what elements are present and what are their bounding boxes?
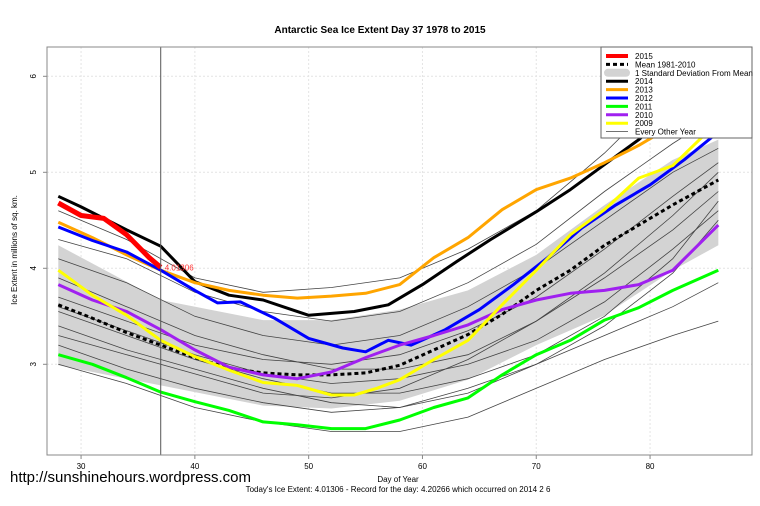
- x-tick-label: 60: [418, 462, 427, 471]
- x-tick-label: 50: [304, 462, 313, 471]
- x-tick-label: 40: [190, 462, 199, 471]
- x-tick-label: 70: [532, 462, 541, 471]
- other-year-line: [58, 282, 719, 413]
- other-year-line: [58, 320, 719, 432]
- sd-band: [58, 139, 719, 409]
- legend-label: 2011: [635, 102, 653, 111]
- other-year-line: [58, 114, 719, 322]
- chart-subtitle: Today's Ice Extent: 4.01306 - Record for…: [246, 485, 551, 494]
- other-year-line: [58, 172, 719, 370]
- series-lines: [57, 74, 720, 431]
- y-axis: 3 4 5 6: [29, 74, 47, 367]
- plot-frame: [46, 46, 753, 456]
- other-year-line: [58, 147, 719, 346]
- legend-label: 2010: [635, 111, 653, 120]
- series-line-2012: [57, 130, 720, 354]
- legend-swatch: [604, 68, 630, 77]
- legend-label: 2009: [635, 119, 653, 128]
- x-axis-label: Day of Year: [377, 475, 419, 484]
- y-tick-label: 6: [29, 74, 38, 79]
- legend-label: 2014: [635, 77, 653, 86]
- sd-band-area: [58, 139, 719, 409]
- watermark-url: http://sunshinehours.wordpress.com: [10, 469, 251, 486]
- legend-label: Every Other Year: [635, 128, 696, 137]
- legend-label: 2012: [635, 94, 653, 103]
- other-year-line: [58, 191, 719, 399]
- legend-label: Mean 1981-2010: [635, 60, 696, 69]
- current-value-label: 4.01306: [165, 263, 194, 272]
- series-line-2009: [57, 120, 720, 397]
- x-tick-label: 80: [646, 462, 655, 471]
- y-tick-label: 4: [29, 266, 38, 271]
- series-line-2014: [57, 74, 720, 317]
- series-line-2015: [57, 200, 163, 270]
- series-line-mean-1981-2010: [57, 178, 720, 377]
- y-tick-label: 3: [29, 362, 38, 367]
- legend-label: 1 Standard Deviation From Mean: [635, 69, 753, 78]
- series-line-2010: [57, 224, 720, 381]
- legend-label: 2013: [635, 86, 653, 95]
- y-tick-label: 5: [29, 170, 38, 175]
- y-axis-label: Ice Extent in millions of sq. km.: [10, 195, 19, 305]
- series-line-2011: [57, 268, 719, 431]
- other-year-line: [58, 200, 719, 394]
- chart-title: Antarctic Sea Ice Extent Day 37 1978 to …: [274, 25, 486, 36]
- legend-label: 2015: [635, 52, 653, 61]
- x-tick-label: 30: [77, 462, 86, 471]
- x-axis: 30 40 50 60 70 80: [77, 455, 655, 471]
